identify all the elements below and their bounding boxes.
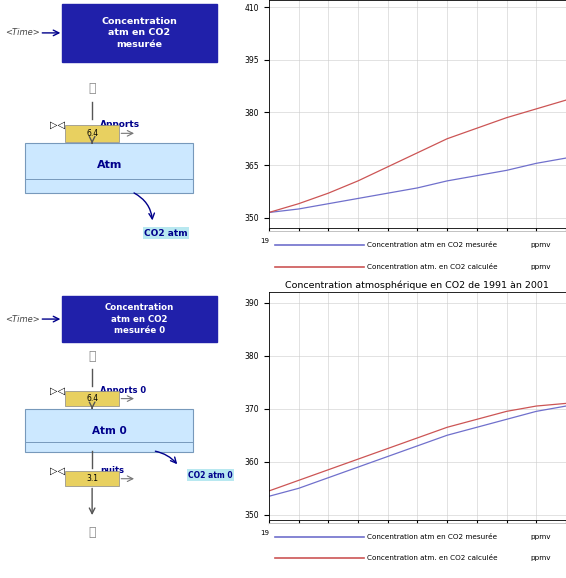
FancyBboxPatch shape bbox=[62, 296, 217, 342]
FancyBboxPatch shape bbox=[266, 231, 566, 281]
Text: ▷◁: ▷◁ bbox=[50, 386, 66, 395]
Text: ppmv: ppmv bbox=[531, 555, 551, 561]
Text: ppmv: ppmv bbox=[531, 242, 551, 248]
Text: Concentration
atm en CO2
mesurée: Concentration atm en CO2 mesurée bbox=[101, 17, 177, 49]
Text: ⛅: ⛅ bbox=[88, 350, 96, 363]
Text: CO2 atm 0: CO2 atm 0 bbox=[188, 470, 233, 480]
Text: Atm 0: Atm 0 bbox=[92, 425, 127, 436]
Text: ▷◁: ▷◁ bbox=[50, 466, 66, 476]
X-axis label: Time (Year): Time (Year) bbox=[394, 542, 441, 550]
FancyBboxPatch shape bbox=[62, 4, 217, 61]
Text: Apports 0: Apports 0 bbox=[100, 386, 146, 395]
Text: puits: puits bbox=[100, 466, 124, 475]
Title: Concentration atmosphérique en CO2 de 1991 àn 2001: Concentration atmosphérique en CO2 de 19… bbox=[285, 280, 550, 290]
Text: ppmv: ppmv bbox=[531, 264, 551, 269]
Text: ⛅: ⛅ bbox=[88, 526, 96, 539]
FancyBboxPatch shape bbox=[65, 391, 119, 406]
Text: Concentration atm. en CO2 calculée: Concentration atm. en CO2 calculée bbox=[367, 555, 498, 561]
Text: CO2 atm: CO2 atm bbox=[144, 229, 187, 238]
Text: ⛅: ⛅ bbox=[88, 82, 96, 95]
FancyBboxPatch shape bbox=[25, 143, 194, 193]
Text: <Time>: <Time> bbox=[5, 314, 40, 324]
Text: 6.4: 6.4 bbox=[86, 394, 98, 403]
FancyBboxPatch shape bbox=[65, 471, 119, 487]
Text: ▷◁: ▷◁ bbox=[50, 120, 66, 129]
Text: Atm: Atm bbox=[97, 160, 122, 169]
X-axis label: Time (Year): Time (Year) bbox=[394, 250, 441, 258]
Text: ppmv: ppmv bbox=[531, 534, 551, 540]
FancyBboxPatch shape bbox=[266, 523, 566, 573]
Text: Concentration atm en CO2 mesurée: Concentration atm en CO2 mesurée bbox=[367, 534, 497, 540]
Text: Apports: Apports bbox=[100, 120, 140, 129]
Text: Concentration atm en CO2 mesurée: Concentration atm en CO2 mesurée bbox=[367, 242, 497, 248]
Text: Concentration atm. en CO2 calculée: Concentration atm. en CO2 calculée bbox=[367, 264, 498, 269]
Text: Concentration
atm en CO2
mesurée 0: Concentration atm en CO2 mesurée 0 bbox=[105, 303, 174, 335]
Text: 6.4: 6.4 bbox=[86, 129, 98, 138]
Text: 3.1: 3.1 bbox=[86, 474, 98, 483]
FancyBboxPatch shape bbox=[65, 125, 119, 142]
FancyBboxPatch shape bbox=[25, 409, 194, 452]
Text: <Time>: <Time> bbox=[5, 28, 40, 38]
